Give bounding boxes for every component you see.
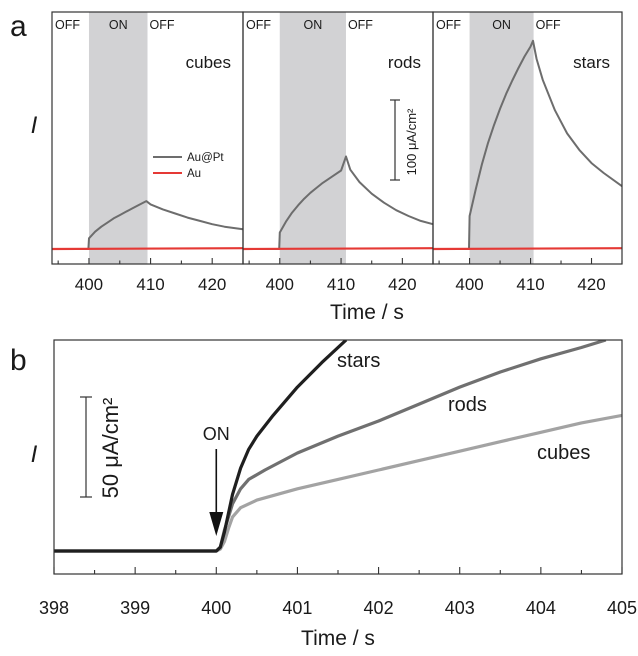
x-tick-label: 401: [282, 598, 312, 618]
panel-b-plot: 398 399 400 401 402 403 404 405 cubes rods stars ON…: [39, 339, 637, 618]
region-label-off: OFF: [55, 18, 80, 32]
x-tick-label: 399: [120, 598, 150, 618]
region-label-off: OFF: [246, 18, 271, 32]
series-label-rods: rods: [448, 394, 487, 416]
series-label-cubes: cubes: [537, 442, 590, 464]
region-label-off: OFF: [536, 18, 561, 32]
series-label-stars: stars: [337, 350, 380, 372]
x-tick-label: 402: [364, 598, 394, 618]
series-line-au: [432, 247, 623, 251]
panel-a-stars-plot: OFF ON OFF stars 400 410 420: [432, 11, 623, 294]
x-tick-label: 405: [607, 598, 637, 618]
panel-name-label: stars: [573, 53, 610, 72]
on-arrow-head: [209, 512, 224, 536]
series-line-au-pt: [433, 39, 623, 250]
panel-a-letter: a: [10, 10, 27, 43]
region-label-off: OFF: [436, 18, 461, 32]
x-tick-label: 420: [388, 275, 416, 294]
region-label-off: OFF: [348, 18, 373, 32]
panel-name-label: cubes: [186, 53, 231, 72]
x-tick-label: 420: [198, 275, 226, 294]
x-tick-label: 398: [39, 598, 69, 618]
region-label-off: OFF: [150, 18, 175, 32]
series-line-stars: [54, 340, 348, 553]
scale-bar-label: 50 μA/cm²: [98, 398, 123, 499]
series-line-au-pt: [52, 200, 244, 250]
panel-b-y-axis-label: I: [31, 441, 38, 468]
series-line-au: [51, 247, 244, 251]
x-tick-label: 400: [455, 275, 483, 294]
x-tick-label: 410: [327, 275, 355, 294]
x-tick-label: 400: [201, 598, 231, 618]
series-line-au-pt: [243, 155, 434, 250]
x-tick-label: 403: [445, 598, 475, 618]
panel-b-x-axis-label: Time / s: [301, 627, 375, 650]
x-tick-label: 400: [75, 275, 103, 294]
panel-a-y-axis-label: I: [31, 112, 38, 139]
panel-b-letter: b: [10, 344, 27, 377]
scale-bar-label: 100 μA/cm²: [404, 108, 419, 175]
illumination-on-band: [88, 12, 148, 264]
on-annotation-label: ON: [203, 424, 230, 444]
legend-label: Au@Pt: [187, 152, 224, 164]
series-line-au: [242, 247, 434, 251]
region-label-on: ON: [303, 18, 322, 32]
x-tick-label: 404: [526, 598, 556, 618]
legend-label: Au: [187, 168, 201, 180]
region-label-on: ON: [109, 18, 128, 32]
panel-name-label: rods: [388, 53, 421, 72]
x-tick-label: 400: [266, 275, 294, 294]
region-label-on: ON: [492, 18, 511, 32]
panel-a-x-axis-label: Time / s: [330, 301, 404, 324]
x-tick-label: 410: [136, 275, 164, 294]
illumination-on-band: [469, 12, 534, 264]
x-tick-label: 410: [516, 275, 544, 294]
plot-frame: [432, 11, 623, 265]
panel-a-cubes-plot: OFF ON OFF cubes 400 410 420 Au@Pt Au: [51, 11, 244, 294]
illumination-on-band: [279, 12, 346, 264]
x-tick-label: 420: [577, 275, 605, 294]
